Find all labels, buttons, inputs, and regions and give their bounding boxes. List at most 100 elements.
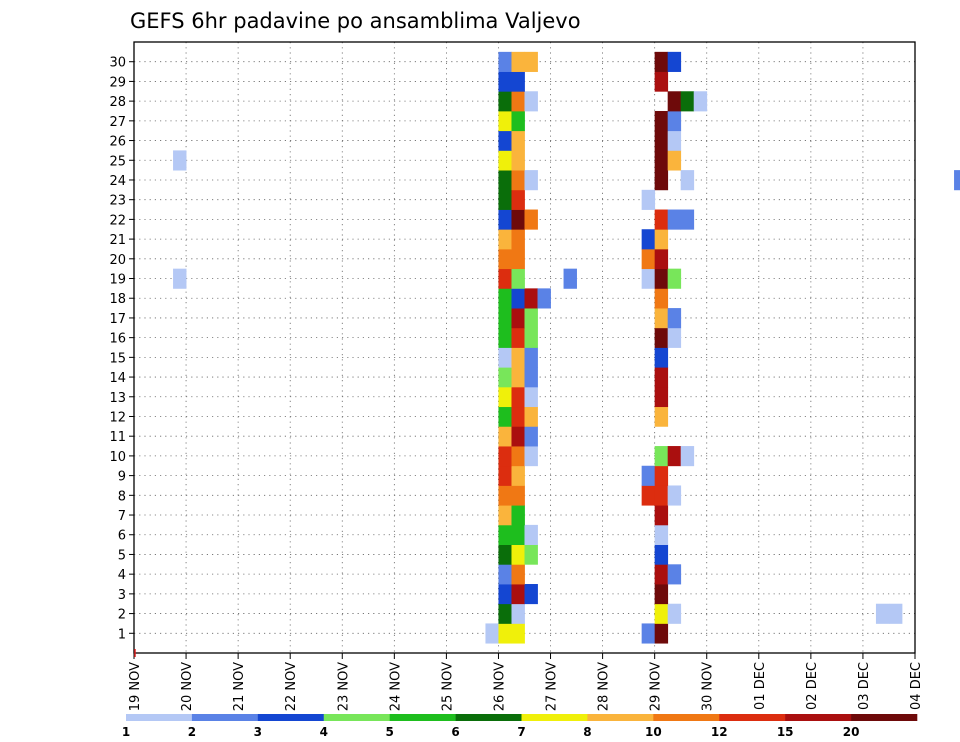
precip-cell-member-15	[511, 347, 525, 368]
precip-cell-member-15	[654, 347, 669, 368]
precip-cell-member-2	[498, 603, 512, 624]
precipitation-cells	[173, 51, 960, 644]
precip-cell-member-18	[524, 288, 538, 309]
y-tick-label-3: 3	[118, 588, 126, 603]
precip-cell-member-17	[524, 308, 538, 329]
precip-cell-member-18	[511, 288, 525, 309]
precip-cell-member-11	[511, 426, 525, 447]
y-tick-label-9: 9	[118, 470, 126, 485]
precip-cell-member-23	[511, 189, 525, 210]
x-tick-label: 02 DEC	[805, 662, 820, 710]
precip-cell-member-17	[498, 308, 512, 329]
y-tick-label-20: 20	[109, 253, 126, 268]
colorbar-label: 2	[188, 725, 196, 739]
y-tick-label-14: 14	[109, 371, 126, 386]
precip-cell-member-26	[654, 130, 669, 151]
precip-cell-member-6	[654, 524, 669, 545]
precip-cell-member-16	[511, 327, 525, 348]
precip-cell-member-19	[173, 268, 187, 289]
x-tick-label: 28 NOV	[597, 662, 612, 711]
precip-cell-member-25	[498, 150, 512, 171]
y-tick-label-1: 1	[118, 627, 126, 642]
precip-cell-member-20	[498, 248, 512, 270]
colorbar-label: 3	[254, 725, 262, 739]
precip-cell-member-5	[498, 544, 512, 565]
y-tick-label-18: 18	[109, 292, 126, 307]
y-tick-label-5: 5	[118, 548, 126, 563]
precip-cell-member-25	[511, 150, 525, 171]
colorbar-label: 6	[451, 725, 459, 739]
y-tick-label-15: 15	[109, 351, 126, 366]
precip-cell-member-6	[511, 524, 525, 545]
y-tick-label-10: 10	[109, 450, 126, 465]
precip-cell-member-3	[654, 584, 669, 605]
precip-cell-member-9	[498, 465, 512, 486]
x-tick-label: 21 NOV	[232, 662, 247, 711]
precip-cell-member-8	[498, 485, 512, 506]
precip-cell-member-18	[654, 288, 669, 309]
y-tick-label-30: 30	[109, 56, 126, 71]
precip-cell-member-14	[654, 367, 669, 388]
precip-cell-member-10	[524, 446, 538, 467]
y-tick-label-23: 23	[109, 194, 126, 209]
precip-cell-member-12	[654, 406, 669, 427]
colorbar-swatch	[257, 714, 325, 721]
chart-title: GEFS 6hr padavine po ansamblima Valjevo	[130, 9, 581, 33]
precip-cell-member-28	[524, 91, 538, 112]
y-tick-label-4: 4	[118, 568, 126, 583]
colorbar-legend: 1 2 3 4 5 6 7 8 10 12 15 20	[122, 714, 918, 739]
precip-cell-member-19	[498, 268, 512, 289]
colorbar-label: 4	[320, 725, 328, 739]
precip-cell-member-23	[498, 189, 512, 210]
precip-cell-member-25	[173, 150, 187, 171]
x-tick-label: 30 NOV	[701, 662, 716, 711]
precip-cell-member-18	[537, 288, 551, 309]
y-tick-label-12: 12	[109, 410, 126, 425]
precip-cell-member-19	[654, 268, 669, 289]
colorbar-swatch	[323, 714, 390, 721]
precip-cell-member-11	[524, 426, 538, 447]
precip-cell-member-22	[680, 209, 695, 230]
precip-cell-member-23	[641, 189, 656, 210]
precip-cell-member-3	[498, 584, 512, 605]
precip-cell-member-5	[524, 544, 538, 565]
precip-cell-member-11	[498, 426, 512, 447]
precip-cell-member-9	[511, 465, 525, 486]
x-tick-label: 24 NOV	[388, 662, 403, 711]
colorbar-label: 8	[583, 725, 591, 739]
precip-cell-member-4	[498, 564, 512, 585]
precip-cell-member-13	[654, 386, 669, 408]
precip-cell-member-14	[524, 367, 538, 388]
precip-cell-member-28	[511, 91, 525, 112]
precip-cell-member-7	[511, 505, 525, 526]
precip-cell-member-16	[524, 327, 538, 348]
precip-cell-member-7	[498, 505, 512, 526]
y-tick-label-17: 17	[109, 312, 126, 327]
precip-cell-member-22	[498, 209, 512, 230]
precip-cell-member-30	[667, 51, 682, 72]
precip-cell-member-16	[654, 327, 669, 348]
y-tick-label-28: 28	[109, 95, 126, 110]
precip-cell-member-1	[641, 623, 656, 644]
precip-cell-member-10	[654, 446, 669, 467]
precip-cell-member-26	[511, 130, 525, 151]
precip-cell-member-29	[498, 71, 512, 92]
x-tick-label: 20 NOV	[180, 662, 195, 711]
colorbar-label: 15	[777, 725, 794, 739]
colorbar-label: 20	[843, 725, 860, 739]
y-tick-label-22: 22	[109, 213, 126, 228]
precip-cell-member-18	[498, 288, 512, 309]
precip-cell-member-9	[654, 465, 669, 486]
precip-cell-member-5	[511, 544, 525, 565]
precip-cell-member-26	[498, 130, 512, 151]
precip-cell-member-29	[511, 71, 525, 92]
precip-cell-member-17	[667, 308, 682, 329]
precip-cell-member-30	[524, 51, 538, 72]
colorbar-swatch	[389, 714, 456, 721]
colorbar-swatch	[851, 714, 918, 721]
precip-cell-member-15	[524, 347, 538, 368]
colorbar-label: 7	[517, 725, 525, 739]
precip-cell-member-16	[667, 327, 682, 348]
precip-cell-member-8	[654, 485, 669, 506]
y-tick-label-26: 26	[109, 135, 126, 150]
